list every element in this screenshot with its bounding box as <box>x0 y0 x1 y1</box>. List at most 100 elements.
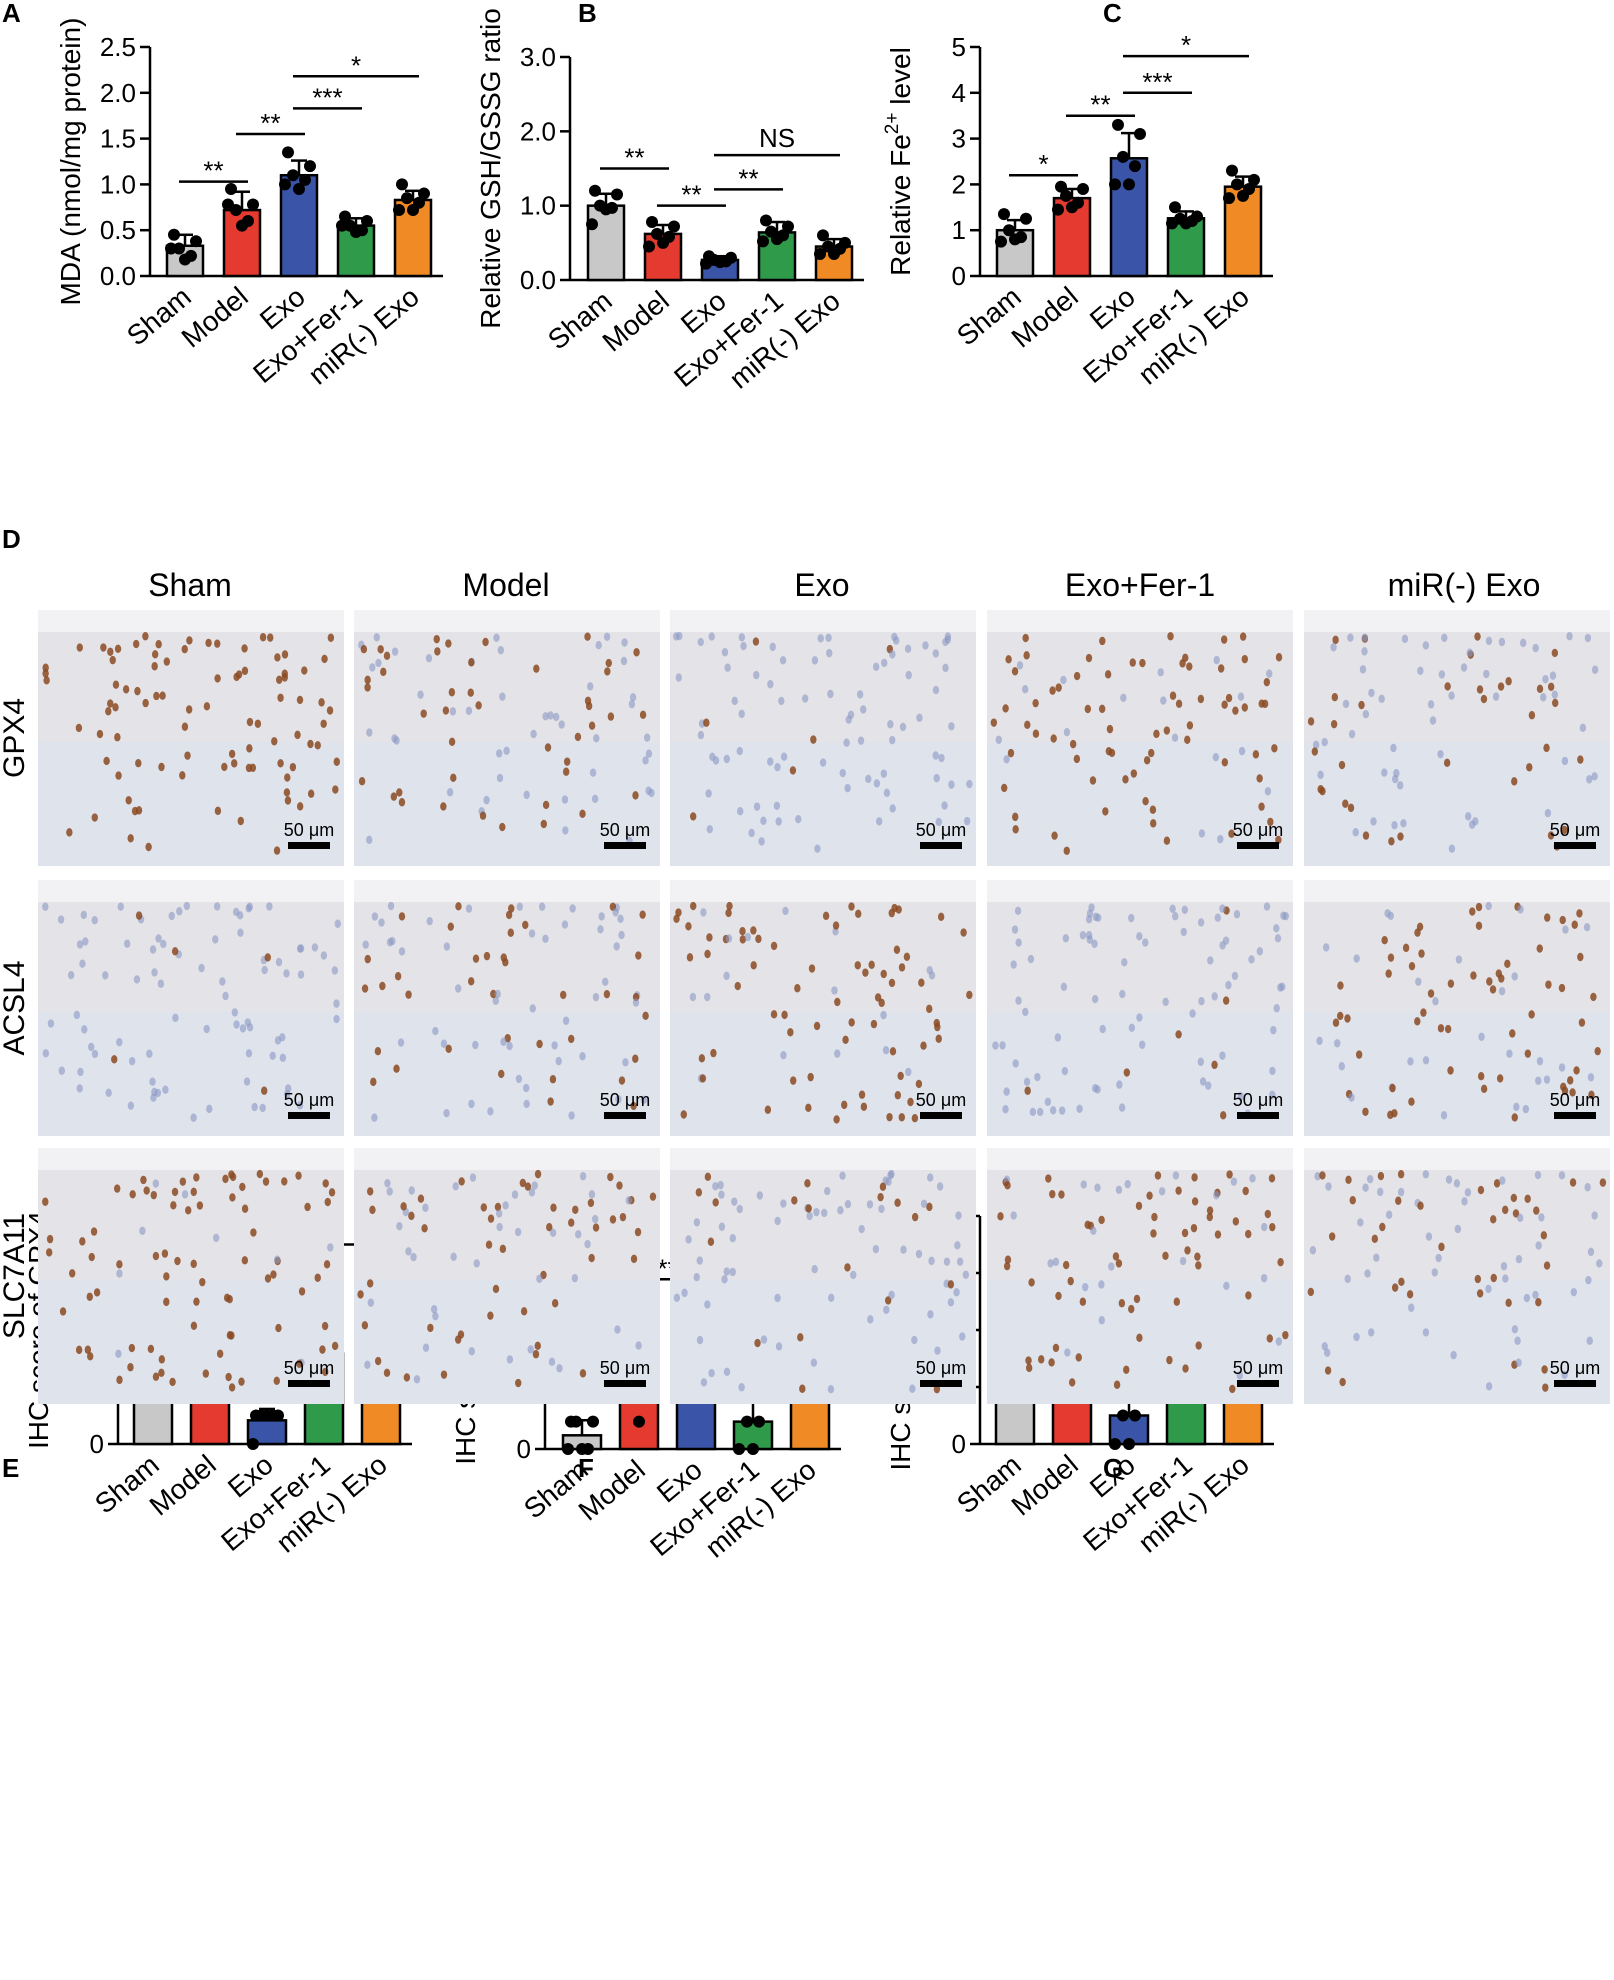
cell-nucleus <box>1142 796 1149 806</box>
cell-nucleus <box>153 691 160 701</box>
cell-nucleus <box>963 816 971 826</box>
cell-nucleus <box>614 1325 621 1334</box>
tissue-surface <box>38 610 344 632</box>
ihc-image: 50 μm <box>987 610 1293 866</box>
cell-nucleus <box>844 1199 852 1209</box>
cell-nucleus <box>377 645 384 654</box>
cell-nucleus <box>469 1173 477 1182</box>
cell-nucleus <box>1332 635 1339 645</box>
cell-nucleus <box>396 1221 403 1231</box>
cell-nucleus <box>1498 974 1505 983</box>
cell-nucleus <box>1511 972 1518 981</box>
cell-nucleus <box>297 944 305 953</box>
cell-nucleus <box>296 1359 303 1368</box>
cell-nucleus <box>528 929 536 938</box>
significance-label: *** <box>312 82 342 112</box>
cell-nucleus <box>632 791 639 800</box>
cell-nucleus <box>966 779 973 789</box>
data-point <box>782 220 794 233</box>
cell-nucleus <box>1232 706 1239 715</box>
cell-nucleus <box>947 1280 955 1289</box>
cell-nucleus <box>1338 760 1346 770</box>
cell-nucleus <box>1422 641 1430 650</box>
category-label: Model <box>1006 1449 1084 1522</box>
tissue-layer <box>354 1170 660 1280</box>
cell-nucleus <box>1532 1290 1539 1300</box>
cell-nucleus <box>698 1054 706 1063</box>
cell-nucleus <box>171 947 179 956</box>
data-point <box>418 187 430 200</box>
cell-nucleus <box>1119 989 1126 999</box>
cell-nucleus <box>326 706 334 715</box>
cell-nucleus <box>1267 817 1274 827</box>
panel-letter-e: E <box>2 1453 19 1483</box>
cell-nucleus <box>383 1368 391 1378</box>
cell-nucleus <box>179 1177 187 1186</box>
cell-nucleus <box>1091 939 1098 949</box>
cell-nucleus <box>718 1222 726 1231</box>
cell-nucleus <box>879 1182 887 1191</box>
cell-nucleus <box>42 1049 50 1058</box>
cell-nucleus <box>445 1044 452 1054</box>
cell-nucleus <box>454 984 462 993</box>
cell-nucleus <box>712 1182 719 1191</box>
cell-nucleus <box>1342 699 1350 709</box>
cell-nucleus <box>1239 632 1247 641</box>
cell-nucleus <box>417 1194 425 1203</box>
cell-nucleus <box>549 1075 557 1084</box>
data-point <box>1109 178 1121 191</box>
cell-nucleus <box>1599 1178 1607 1187</box>
cell-nucleus <box>1542 674 1549 684</box>
cell-nucleus <box>516 902 523 911</box>
cell-nucleus <box>588 1253 595 1263</box>
cell-nucleus <box>132 639 140 649</box>
cell-nucleus <box>190 1187 197 1197</box>
cell-nucleus <box>1022 633 1029 643</box>
cell-nucleus <box>1480 694 1488 704</box>
cell-nucleus <box>1522 1104 1530 1114</box>
cell-nucleus <box>225 1372 232 1382</box>
cell-nucleus <box>760 816 767 826</box>
data-point <box>1055 180 1067 193</box>
cell-nucleus <box>584 632 591 641</box>
cell-nucleus <box>883 788 891 798</box>
cell-nucleus <box>371 912 379 921</box>
cell-nucleus <box>744 932 752 942</box>
column-header: miR(-) Exo <box>1388 567 1541 603</box>
cell-nucleus <box>1547 682 1555 691</box>
tissue-surface <box>1304 880 1610 902</box>
cell-nucleus <box>1344 1014 1351 1023</box>
cell-nucleus <box>445 639 452 648</box>
scale-bar <box>604 1112 646 1119</box>
cell-nucleus <box>1362 1107 1369 1116</box>
cell-nucleus <box>547 1097 554 1106</box>
cell-nucleus <box>270 1270 277 1279</box>
cell-nucleus <box>933 773 940 783</box>
cell-nucleus <box>689 812 697 821</box>
cell-nucleus <box>1447 1066 1454 1075</box>
cell-nucleus <box>1519 638 1527 648</box>
cell-nucleus <box>548 1357 556 1367</box>
cell-nucleus <box>79 959 86 968</box>
cell-nucleus <box>1269 1066 1276 1076</box>
data-point <box>651 227 663 240</box>
cell-nucleus <box>523 790 530 800</box>
cell-nucleus <box>697 637 704 647</box>
cell-nucleus <box>1307 717 1315 726</box>
data-point <box>714 256 726 269</box>
cell-nucleus <box>472 1040 479 1050</box>
cell-nucleus <box>434 647 441 656</box>
cell-nucleus <box>562 826 569 835</box>
cell-nucleus <box>1540 1231 1548 1240</box>
cell-nucleus <box>366 835 373 845</box>
cell-nucleus <box>1478 1032 1485 1041</box>
cell-nucleus <box>1150 1229 1157 1238</box>
cell-nucleus <box>934 1346 941 1355</box>
cell-nucleus <box>723 1267 730 1276</box>
cell-nucleus <box>1353 1332 1360 1342</box>
scale-bar <box>920 842 962 849</box>
cell-nucleus <box>999 1041 1006 1050</box>
cell-nucleus <box>1373 1253 1380 1262</box>
cell-nucleus <box>781 1010 788 1020</box>
cell-nucleus <box>1359 665 1367 674</box>
